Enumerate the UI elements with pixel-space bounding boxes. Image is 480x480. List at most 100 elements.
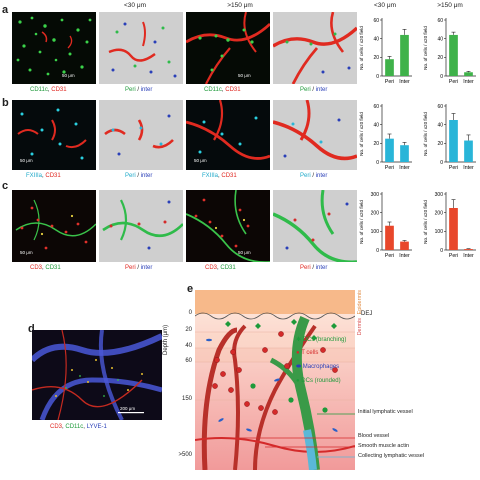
y-axis-label: No. of cells / x20 field [359,200,364,244]
annotation-collecting-lymphatic: Collecting lymphatic vessel [358,453,425,459]
x-tick-label: Inter [399,165,410,171]
scale-bar-label: 50 μm [238,250,251,255]
x-tick-label: Inter [463,79,474,85]
micrograph-c-lt30-fluorescence: 50 μm [12,190,96,262]
micrograph-b-lt30-fluorescence: 50 μm [12,100,96,170]
y-tick-label: 60 [373,18,379,24]
y-tick-label: 40 [373,36,379,42]
dermis-label: Dermis [357,318,363,336]
x-tick-label: Peri [385,79,394,85]
skin-diagram [194,290,356,471]
caption-d: CD3, CD11c, LYVE-1 [50,424,107,430]
x-tick-label: Inter [463,253,474,259]
scale-bar-label: 50 μm [238,73,251,78]
y-tick-label: 20 [373,55,379,61]
caption-c4: Peri / inter [300,265,328,271]
x-tick-label: Inter [399,253,410,259]
depth-tick: >500 [178,452,192,458]
y-tick-label: 300 [435,192,444,198]
caption-c1: CD3, CD31 [30,265,61,271]
bar-chart-b-gt150: No. of cells / x20 field 0 20 40 60 Peri Inter [423,100,479,176]
bar-inter [400,241,409,250]
y-axis-label: No. of cells / x20 field [359,26,364,70]
caption-c2: Peri / inter [125,265,153,271]
legend-t-cells: ● T cells [296,350,319,356]
schematic-a-gt150-overlay [273,12,357,84]
micrograph-c-gt150-fluorescence: 50 μm [186,190,270,262]
bar-inter [464,72,473,76]
x-tick-label: Inter [399,79,410,85]
y-tick-label: 0 [376,160,379,166]
schematic-c-gt150-overlay [273,190,357,262]
micrograph-b-gt150-fluorescence: 50 μm [186,100,270,170]
caption-b2: Peri / inter [125,173,153,179]
depth-tick: 0 [188,310,192,316]
legend-dcs-rounded: ● DCs (rounded) [296,378,341,384]
legend-macrophages: ⬬ Macrophages [296,364,340,370]
depth-tick: 60 [185,358,192,364]
schematic-c-lt30-overlay [99,190,183,262]
scale-bar-label: 50 μm [20,250,33,255]
panel-letter-e: e [187,283,194,295]
y-tick-label: 100 [435,229,444,235]
bar-inter [464,140,473,162]
y-tick-label: 200 [371,210,380,216]
depth-tick: 20 [185,327,192,333]
panel-letter-c: c [2,180,9,192]
bar-chart-a-gt150: No. of cells / x20 field 0 20 40 60 Peri Inter [423,14,479,90]
y-tick-label: 200 [435,210,444,216]
x-tick-label: Inter [463,165,474,171]
annotation-blood-vessel: Blood vessel [358,433,390,439]
depth-tick: 40 [185,343,192,349]
x-tick-label: Peri [449,253,458,259]
y-tick-label: 60 [437,18,443,24]
x-tick-label: Peri [449,79,458,85]
caption-a3: CD11c, CD31 [204,87,241,93]
bar-peri [385,138,394,162]
caption-b4: Peri / inter [300,173,328,179]
caption-a2: Peri / inter [125,87,153,93]
bar-chart-c-lt30: No. of cells / x20 field 0 100 200 300 Peri In… [359,188,415,264]
y-tick-label: 0 [440,74,443,80]
y-axis-label: No. of cells / x20 field [423,200,428,244]
scale-bar-label: 50 μm [62,73,75,78]
bar-inter [464,249,473,250]
bar-inter [400,34,409,76]
caption-a1: CD11c, CD31 [30,87,67,93]
annotation-initial-lymphatic: Initial lymphatic vessel [358,409,413,415]
schematic-b-lt30-overlay [99,100,183,170]
bar-chart-a-lt30: No. of cells / x20 field 0 20 40 60 Peri Inter [359,14,415,90]
y-tick-label: 0 [376,74,379,80]
y-tick-label: 100 [371,229,380,235]
bar-peri [449,34,458,76]
caption-c3: CD3, CD31 [205,265,236,271]
bar-chart-b-lt30: No. of cells / x20 field 0 20 40 60 Peri Inter [359,100,415,176]
y-tick-label: 40 [373,122,379,128]
scale-bar-label-d: 200 μm [120,406,136,411]
y-tick-label: 0 [376,248,379,254]
y-tick-label: 40 [437,36,443,42]
caption-b3: FXIIIa, CD31 [202,173,237,179]
schematic-a-lt30-overlay [99,12,183,84]
panel-letter-a: a [2,4,9,16]
y-tick-label: 60 [373,104,379,110]
panel-letter-d: d [28,323,35,335]
diagram-legend: ✱ DCs (branching) ● T cells ⬬ Macrophage… [296,336,360,398]
column-header-lt30: <30 μm [124,2,146,9]
y-tick-label: 20 [373,141,379,147]
x-tick-label: Peri [385,165,394,171]
y-tick-label: 20 [437,55,443,61]
chart-header-gt150: >150 μm [437,2,463,9]
y-axis-label: No. of cells / x20 field [423,112,428,156]
micrograph-a-gt150-fluorescence: 50 μm [186,12,270,84]
y-tick-label: 0 [440,248,443,254]
micrograph-d-whole-mount: 200 μm [32,330,162,420]
y-tick-label: 60 [437,104,443,110]
column-header-gt150: >150 μm [227,2,253,9]
annotation-smooth-muscle: Smooth muscle actin [358,443,410,449]
scale-bar-label: 50 μm [20,158,33,163]
micrograph-a-lt30-fluorescence: 50 μm [12,12,96,84]
dej-label: DEJ [361,311,373,317]
chart-header-lt30: <30 μm [374,2,396,9]
y-tick-label: 40 [437,122,443,128]
